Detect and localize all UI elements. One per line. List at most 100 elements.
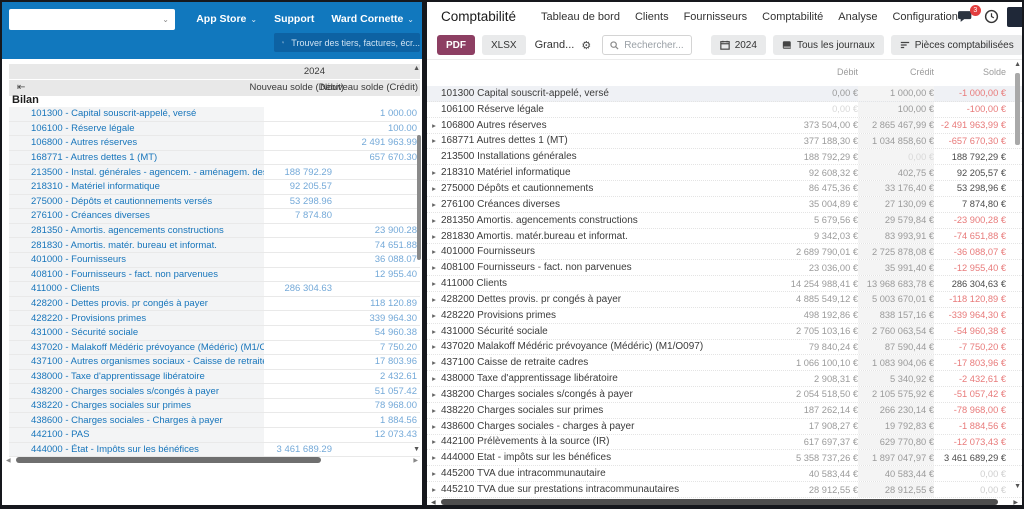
table-row[interactable]: 106100 Réserve légale 0,00 € 100,00 € -1… [427,101,1022,118]
account-link[interactable]: 411000 - Clients [9,282,264,296]
horizontal-scrollbar[interactable]: ◀ ▶ [6,455,418,465]
expand-caret-icon[interactable]: ▸ [432,326,436,336]
expand-caret-icon[interactable]: ▸ [432,215,436,225]
table-row[interactable]: 438200 - Charges sociales s/congés à pay… [9,384,420,399]
scroll-down-arrow[interactable]: ▼ [1014,483,1021,490]
table-row[interactable]: ▸ 106800 Autres réserves 373 504,00 € 2 … [427,117,1022,134]
table-row[interactable]: ▸ 438200 Charges sociales s/congés à pay… [427,387,1022,403]
table-row[interactable]: ▸ 408100 Fournisseurs - fact. non parven… [427,260,1022,277]
account-link[interactable]: 438220 - Charges sociales sur primes [9,398,264,413]
account-link[interactable]: 281830 - Amortis. matér. bureau et infor… [9,238,264,252]
account-link[interactable]: 438600 - Charges sociales - Charges à pa… [9,413,264,428]
table-row[interactable]: 438220 - Charges sociales sur primes 78 … [9,398,420,414]
table-row[interactable]: 281350 - Amortis. agencements constructi… [9,223,420,239]
expand-caret-icon[interactable]: ▸ [432,485,436,495]
account-link[interactable]: 106800 - Autres réserves [9,136,264,150]
table-row[interactable]: 276100 - Créances diverses 7 874.80 [9,209,420,224]
company-selector-input[interactable]: ⌄ [9,9,175,30]
table-row[interactable]: 428200 - Dettes provis. pr congés à paye… [9,296,420,312]
account-link[interactable]: 431000 - Sécurité sociale [9,325,264,340]
support-link[interactable]: Support [274,13,315,25]
nav-analyse[interactable]: Analyse [838,10,878,23]
table-row[interactable]: ▸ 431000 Sécurité sociale 2 705 103,16 €… [427,323,1022,340]
table-row[interactable]: ▸ 442100 Prélèvements à la source (IR) 6… [427,434,1022,451]
table-row[interactable]: 437100 - Autres organismes sociaux - Cai… [9,355,420,370]
account-link[interactable]: 438200 - Charges sociales s/congés à pay… [9,384,264,398]
expand-caret-icon[interactable]: ▸ [432,247,436,257]
table-row[interactable]: 442100 - PAS 12 073.43 [9,428,420,443]
table-row[interactable]: ▸ 444000 Etat - impôts sur les bénéfices… [427,450,1022,467]
scroll-right-arrow[interactable]: ▶ [1013,500,1018,505]
table-row[interactable]: 411000 - Clients 286 304.63 [9,282,420,297]
table-row[interactable]: ▸ 281350 Amortis. agencements constructi… [427,212,1022,229]
expand-caret-icon[interactable]: ▸ [432,437,436,447]
messages-button[interactable]: 3 [957,4,981,25]
account-link[interactable]: 428220 - Provisions primes [9,311,264,325]
table-row[interactable]: 428220 - Provisions primes 339 964.30 [9,311,420,326]
scroll-right-arrow[interactable]: ▶ [413,458,418,464]
expand-caret-icon[interactable]: ▸ [432,310,436,320]
account-link[interactable]: 275000 - Dépôts et cautionnements versés [9,194,264,209]
nav-clients[interactable]: Clients [634,10,669,23]
table-row[interactable]: 408100 - Fournisseurs - fact. non parven… [9,267,420,283]
table-row[interactable]: 431000 - Sécurité sociale 54 960.38 [9,325,420,341]
table-row[interactable]: ▸ 438000 Taxe d'apprentissage libératoir… [427,371,1022,388]
account-link[interactable]: 428200 - Dettes provis. pr congés à paye… [9,296,264,311]
table-row[interactable]: 275000 - Dépôts et cautionnements versés… [9,194,420,210]
expand-caret-icon[interactable]: ▸ [432,120,436,130]
scroll-down-arrow[interactable]: ▼ [413,446,420,453]
vertical-scrollbar-thumb[interactable] [417,135,421,260]
pdf-export-button[interactable]: PDF [437,35,475,55]
account-link[interactable]: 281350 - Amortis. agencements constructi… [9,223,264,238]
table-row[interactable]: ▸ 445210 TVA due sur prestations intraco… [427,482,1022,498]
table-row[interactable]: ▸ 218310 Matériel informatique 92 608,32… [427,165,1022,182]
expand-caret-icon[interactable]: ▸ [432,421,436,431]
expand-caret-icon[interactable]: ▸ [432,231,436,241]
table-row[interactable]: 437020 - Malakoff Médéric prévoyance (Mé… [9,340,420,356]
table-search-input[interactable]: Rechercher... [602,35,692,55]
journals-filter-button[interactable]: Tous les journaux [772,35,884,55]
account-link[interactable]: 438000 - Taxe d'apprentissage libératoir… [9,369,264,384]
horizontal-scrollbar-thumb[interactable] [16,457,321,463]
table-row[interactable]: ▸ 428200 Dettes provis. pr congés à paye… [427,291,1022,308]
expand-caret-icon[interactable]: ▸ [432,405,436,415]
pieces-filter-button[interactable]: Pièces comptabilisées [890,35,1022,55]
account-link[interactable]: 442100 - PAS [9,428,264,442]
gear-icon[interactable]: ⚙ [581,39,592,52]
table-row[interactable]: ▸ 438600 Charges sociales - charges à pa… [427,418,1022,435]
scroll-up-arrow[interactable]: ▲ [413,65,420,72]
expand-caret-icon[interactable]: ▸ [432,294,436,304]
account-link[interactable]: 408100 - Fournisseurs - fact. non parven… [9,267,264,282]
report-type-select[interactable]: Grand... [534,39,575,51]
horizontal-scrollbar-thumb[interactable] [441,499,998,505]
nav-comptabilite[interactable]: Comptabilité [762,10,824,23]
table-row[interactable]: ▸ 428220 Provisions primes 498 192,86 € … [427,307,1022,324]
scroll-left-arrow[interactable]: ◀ [431,500,436,505]
table-row[interactable]: 438000 - Taxe d'apprentissage libératoir… [9,369,420,385]
expand-caret-icon[interactable]: ▸ [432,469,436,479]
account-link[interactable]: 444000 - État - Impôts sur les bénéfices [9,442,264,457]
expand-caret-icon[interactable]: ▸ [432,342,436,352]
table-row[interactable]: 281830 - Amortis. matér. bureau et infor… [9,238,420,253]
clock-icon[interactable] [984,9,999,24]
table-row[interactable]: 213500 - Instal. générales - agencem. - … [9,165,420,180]
expand-caret-icon[interactable]: ▸ [432,199,436,209]
nav-fournisseurs[interactable]: Fournisseurs [683,10,748,23]
scroll-left-arrow[interactable]: ◀ [6,458,11,464]
collapse-columns-icon[interactable]: ⇤ [17,82,26,93]
account-link[interactable]: 401000 - Fournisseurs [9,252,264,267]
table-row[interactable]: 444000 - État - Impôts sur les bénéfices… [9,442,420,458]
table-row[interactable]: ▸ 275000 Dépôts et cautionnements 86 475… [427,181,1022,197]
account-link[interactable]: 276100 - Créances diverses [9,209,264,223]
table-row[interactable]: ▸ 281830 Amortis. matér.bureau et inform… [427,228,1022,245]
global-search-input[interactable]: Trouver des tiers, factures, écr... [274,33,420,52]
account-link[interactable]: 101300 - Capital souscrit-appelé, versé [9,107,264,121]
table-row[interactable]: ▸ 437020 Malakoff Médéric prévoyance (Mé… [427,339,1022,356]
table-row[interactable]: 106800 - Autres réserves 2 491 963.99 [9,136,420,151]
table-row[interactable]: 438600 - Charges sociales - Charges à pa… [9,413,420,429]
nav-search-input[interactable] [1006,6,1022,27]
account-link[interactable]: 218310 - Matériel informatique [9,179,264,194]
scroll-up-arrow[interactable]: ▲ [1014,61,1021,68]
account-link[interactable]: 437020 - Malakoff Médéric prévoyance (Mé… [9,340,264,355]
table-row[interactable]: 218310 - Matériel informatique 92 205.57 [9,179,420,195]
